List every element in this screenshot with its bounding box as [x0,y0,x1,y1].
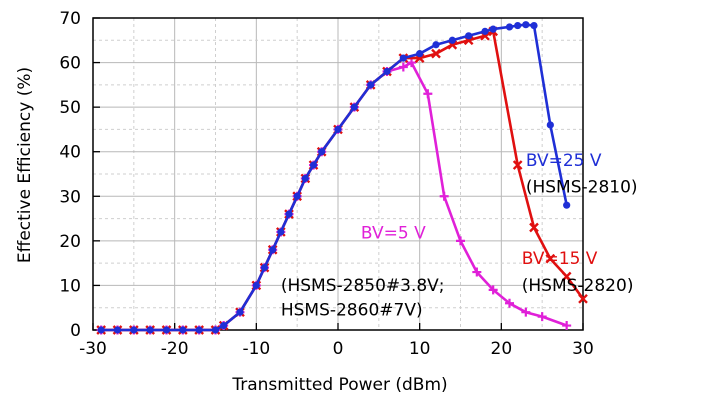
data-point [431,48,441,59]
data-point [489,25,497,33]
y-tick-label: 40 [59,143,81,163]
data-point [529,222,539,233]
y-tick-label: 30 [59,187,81,207]
data-point [488,285,498,295]
x-tick-label: -10 [242,339,270,359]
data-point [285,210,293,218]
data-point [252,281,260,290]
data-point [277,228,285,236]
data-point [97,326,105,334]
data-point [293,192,301,200]
data-point [563,201,571,209]
data-point [472,267,482,277]
data-point [301,174,309,183]
data-point [383,67,391,76]
data-point [423,89,433,99]
data-point [211,326,220,334]
data-point [537,312,547,322]
data-point [439,191,449,201]
data-point [465,32,473,40]
x-tick-label: 0 [333,339,344,359]
data-point [448,36,456,44]
data-point [456,236,465,246]
data-point [398,62,408,72]
x-tick-label: -30 [79,339,107,359]
data-point [521,307,531,317]
data-point [130,326,138,334]
data-point [236,308,244,316]
data-point [530,21,538,30]
data-point [318,148,326,156]
y-tick-label: 50 [59,98,81,118]
y-tick-label: 0 [70,321,81,341]
data-point [514,21,522,30]
y-tick-label: 60 [59,54,81,74]
grid [93,18,583,330]
data-point [179,326,187,334]
data-point [578,293,588,304]
data-point [113,326,122,334]
series-group [96,21,588,335]
data-point [545,253,556,264]
data-point [146,326,154,334]
data-point [432,41,440,49]
data-point [416,50,424,58]
x-tick-label: 10 [409,339,431,359]
annotation-bv25-part: (HSMS-2810) [526,178,638,198]
series-bv-25-v [97,21,571,334]
data-point [220,321,228,330]
annotation-bv5: BV=5 V [361,224,426,244]
y-axis-title: Effective Efficiency (%) [15,67,35,263]
data-point [367,81,375,89]
data-point [562,321,572,331]
data-point [505,298,514,308]
data-point [512,160,523,170]
data-point [399,54,407,62]
annotation-bv15-part: (HSMS-2820) [522,276,634,296]
data-point [522,21,530,29]
x-tick-label: 30 [572,339,594,359]
data-point [407,58,416,68]
data-point [546,121,554,129]
x-tick-label: 20 [491,339,513,359]
annotations: BV=25 V (HSMS-2810) BV=15 V (HSMS-2820) BV=5… [281,151,638,320]
data-point [195,326,203,334]
annotation-bv15: BV=15 V [522,249,598,269]
data-point [269,246,277,254]
data-point [481,27,489,35]
data-point [162,326,171,334]
data-point [334,125,342,134]
x-axis-title: Transmitted Power (dBm) [231,375,447,395]
y-tick-label: 20 [59,232,81,252]
data-point [505,23,514,31]
axes [92,17,584,331]
data-point [561,271,572,282]
annotation-bv5-part1: (HSMS-2850#3.8V; [281,276,445,296]
data-point [309,161,318,169]
tick-labels: -30 -20 -10 0 10 20 30 0 10 20 30 40 50 60 70 [59,9,593,359]
data-point [260,264,269,272]
annotation-bv25: BV=25 V [526,151,602,171]
x-tick-label: -20 [161,339,189,359]
y-tick-label: 70 [59,9,81,29]
data-point [350,103,358,111]
y-tick-label: 10 [59,276,81,296]
annotation-bv5-part2: HSMS-2860#7V) [281,300,423,320]
